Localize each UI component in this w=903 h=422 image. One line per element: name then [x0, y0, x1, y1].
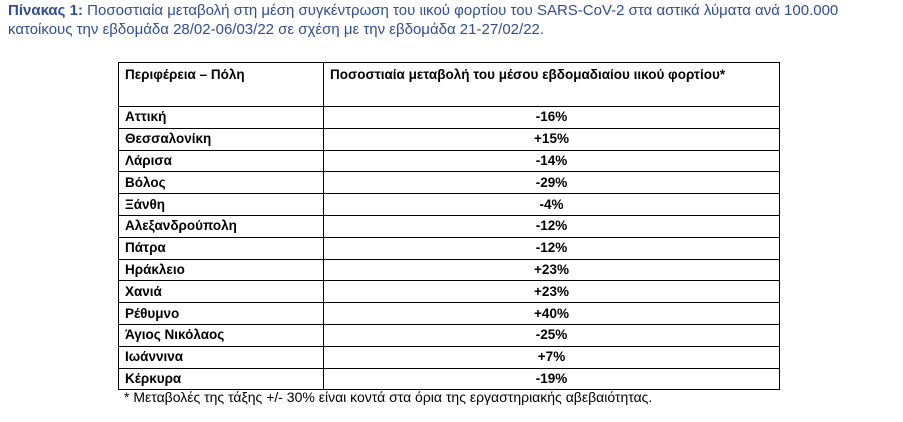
caption-text: Ποσοστιαία μεταβολή στη μέση συγκέντρωση… — [8, 2, 839, 38]
change-cell: +7% — [323, 345, 780, 369]
table-row: Χανιά +23% — [118, 280, 780, 304]
caption: Πίνακας 1: Ποσοστιαία μεταβολή στη μέση … — [8, 1, 888, 39]
city-cell: Ρέθυμνο — [118, 302, 324, 325]
change-cell: -12% — [323, 236, 780, 260]
footnote: * Μεταβολές της τάξης +/- 30% είναι κοντ… — [124, 389, 653, 405]
header-row: Περιφέρεια – Πόλη Ποσοστιαία μεταβολή το… — [118, 62, 780, 107]
table-row: Αλεξανδρούπολη -12% — [118, 214, 780, 238]
city-cell: Ιωάννινα — [118, 345, 324, 369]
table-row: Ιωάννινα +7% — [118, 345, 780, 369]
table-row: Λάρισα -14% — [118, 149, 780, 173]
city-cell: Αττική — [118, 106, 324, 129]
city-cell: Χανιά — [118, 280, 324, 304]
change-cell: -14% — [323, 149, 780, 173]
city-cell: Βόλος — [118, 171, 324, 195]
city-cell: Θεσσαλονίκη — [118, 127, 324, 151]
header-cell: Περιφέρεια – Πόλη — [118, 62, 324, 107]
change-cell: +40% — [323, 302, 780, 325]
city-cell: Κέρκυρα — [118, 367, 324, 391]
city-cell: Λάρισα — [118, 149, 324, 173]
city-cell: Ξάνθη — [118, 193, 324, 216]
change-cell: +23% — [323, 280, 780, 304]
change-cell: -19% — [323, 367, 780, 391]
table-row: Αττική -16% — [118, 106, 780, 129]
table-row: Βόλος -29% — [118, 171, 780, 195]
table-row: Κέρκυρα -19% — [118, 367, 780, 391]
table: Περιφέρεια – Πόλη Ποσοστιαία μεταβολή το… — [118, 62, 780, 391]
change-cell: -16% — [323, 106, 780, 129]
city-cell: Ηράκλειο — [118, 258, 324, 282]
change-cell: +15% — [323, 127, 780, 151]
table-row: Θεσσαλονίκη +15% — [118, 127, 780, 151]
table-row: Ηράκλειο +23% — [118, 258, 780, 282]
change-cell: -25% — [323, 323, 780, 347]
table-row: Ρέθυμνο +40% — [118, 302, 780, 325]
change-cell: -4% — [323, 193, 780, 216]
city-cell: Πάτρα — [118, 236, 324, 260]
change-cell: -12% — [323, 214, 780, 238]
header-cell: Ποσοστιαία μεταβολή του μέσου εβδομαδιαί… — [323, 62, 780, 107]
caption-label: Πίνακας 1: — [8, 2, 83, 19]
table-row: Άγιος Νικόλαος -25% — [118, 323, 780, 347]
city-cell: Άγιος Νικόλαος — [118, 323, 324, 347]
city-cell: Αλεξανδρούπολη — [118, 214, 324, 238]
table-row: Πάτρα -12% — [118, 236, 780, 260]
table-row: Ξάνθη -4% — [118, 193, 780, 216]
change-cell: +23% — [323, 258, 780, 282]
change-cell: -29% — [323, 171, 780, 195]
